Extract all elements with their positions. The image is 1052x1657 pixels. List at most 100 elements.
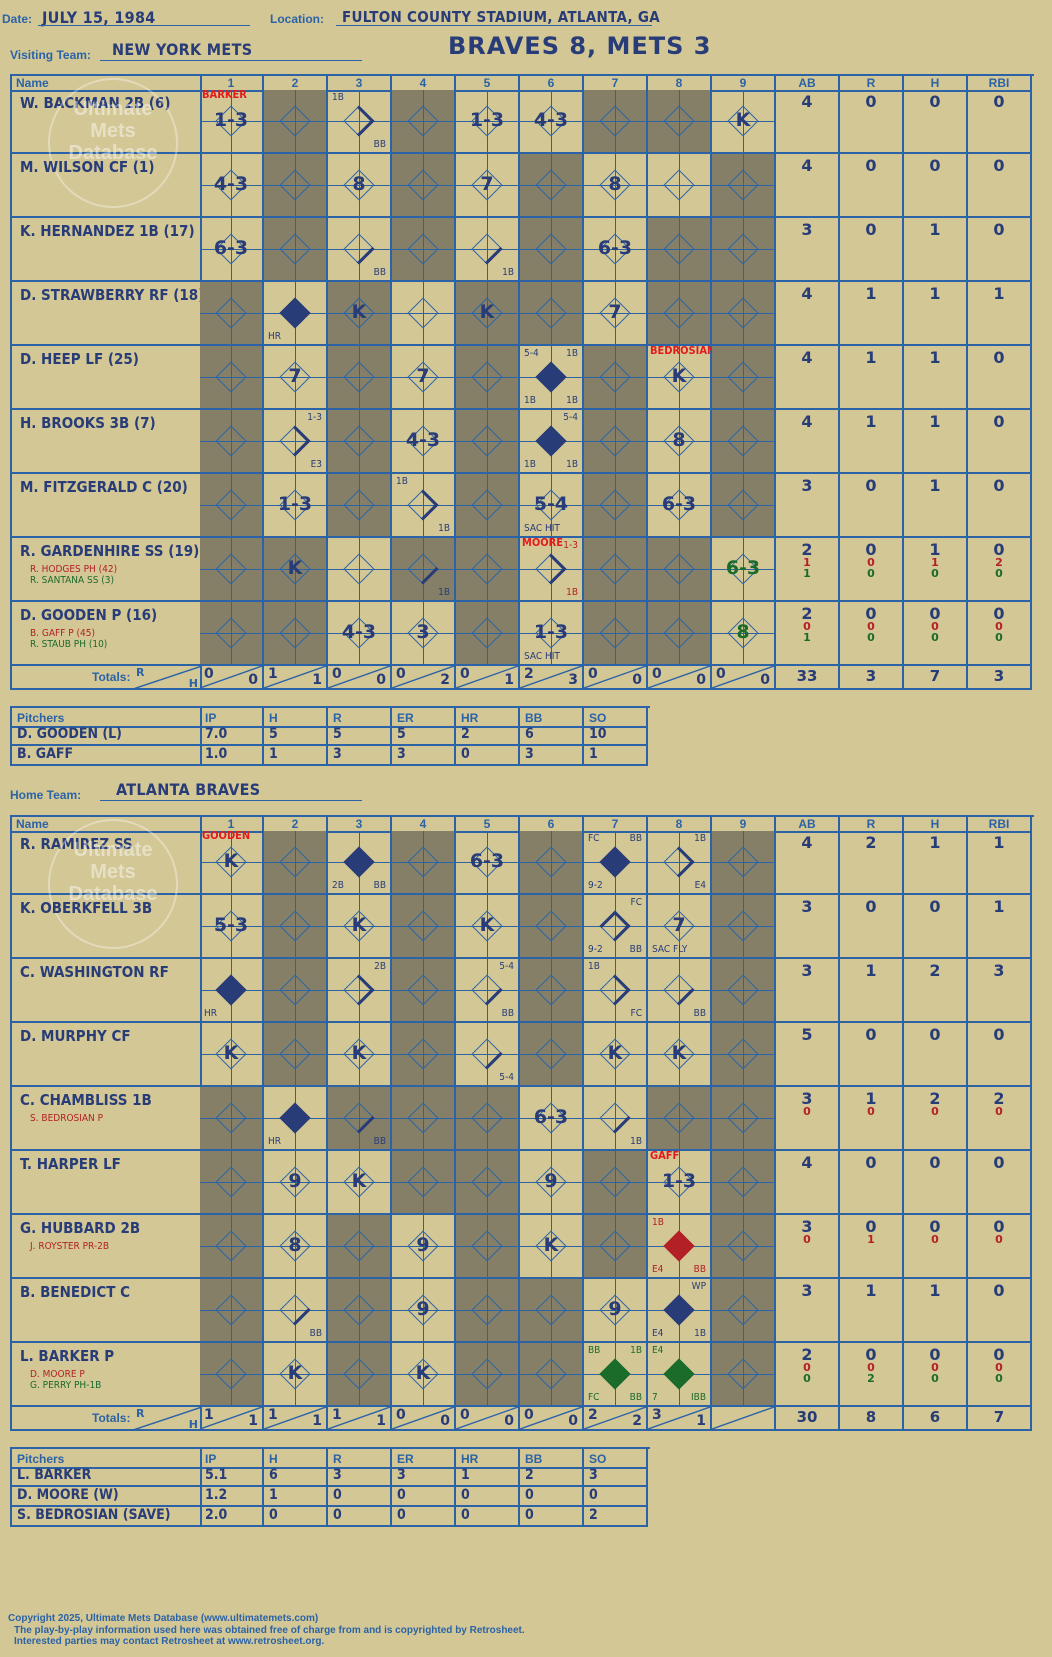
at-bat-cell [200,1087,264,1151]
total-rbi: 7 [968,1407,1032,1431]
pitching-stat: 5.1 [200,1467,264,1487]
at-bat-cell: 2B BB [328,831,392,895]
at-bat-cell: 1-3 BARKER [200,88,264,154]
inning-hits: 0 [760,672,770,688]
pitching-header: H [264,708,328,728]
basepath [663,974,695,1006]
pitching-change-note: GAFF [650,1149,680,1162]
stat-rbi: 0 [968,90,1032,154]
cell-vline [231,831,232,893]
stat-value: 0 [865,156,877,175]
at-bat-cell [520,895,584,959]
play-result: K [351,1042,367,1064]
cell-vline [679,474,680,536]
cell-vline [231,474,232,536]
inning-runs: 0 [204,666,214,682]
base-diamond [535,169,567,201]
cell-vline [615,1215,616,1277]
stat-r: 0 [840,474,904,538]
base-diamond [279,297,311,329]
stat-rbi: 0 [968,474,1032,538]
sub-stat-value: 1 [803,556,811,569]
inning-hits: 1 [248,1413,258,1429]
play-result: 7 [608,301,622,323]
stat-value: 0 [865,897,877,916]
stat-rbi: 0 [968,154,1032,218]
stat-h: 0 [904,1023,968,1087]
base-diamond [215,617,247,649]
at-bat-cell [200,282,264,346]
play-note: 1B [652,1217,664,1228]
base-diamond [215,489,247,521]
pitcher-name: L. BARKER [12,1467,202,1487]
play-note: FC [630,1008,642,1019]
inning-hits: 1 [312,672,322,688]
play-note: 1B [396,476,408,487]
inning-runs: 0 [588,666,598,682]
stat-value: 1 [865,348,877,367]
inning-runs: 0 [460,1407,470,1423]
play-note: 5-4 [563,412,578,423]
cell-vline [359,1087,360,1149]
inning-runs: 2 [588,1407,598,1423]
cell-vline [359,474,360,536]
inning-runs: 1 [332,1407,342,1423]
stat-ab: 4 [776,831,840,895]
at-bat-cell: K [712,90,776,154]
cell-vline [231,282,232,344]
play-note: E4 [652,1328,664,1339]
play-note: HR [204,1008,218,1019]
at-bat-cell: K [328,1023,392,1087]
stat-value: 0 [865,92,877,111]
cell-vline [743,895,744,957]
base-diamond [663,1102,695,1134]
base-diamond [215,974,247,1006]
base-diamond [471,1358,503,1390]
cell-vline [679,959,680,1021]
cell-vline [743,1151,744,1213]
base-diamond [279,617,311,649]
cell-vline [679,602,680,664]
base-diamond [471,1166,503,1198]
pitching-stat: 3 [520,746,584,766]
pitching-stat: 0 [520,1487,584,1507]
header-inning-6: 6 [520,76,584,92]
cell-vline [423,1215,424,1277]
play-result: 7 [672,914,686,936]
base-diamond [343,846,375,878]
pitching-header: IP [200,708,264,728]
cell-vline [423,1023,424,1085]
play-result: K [735,109,751,131]
base-diamond [535,297,567,329]
play-result: K [543,1234,559,1256]
base-diamond [727,169,759,201]
base-diamond [407,1038,439,1070]
substitute-name: G. PERRY PH-1B [30,1380,102,1391]
player-row: R. RAMIREZ SS Ultimate Mets Database [12,819,202,949]
at-bat-cell [712,1279,776,1343]
pitching-stat: 0 [584,1487,648,1507]
player-row: B. BENEDICT C [12,1279,202,1343]
at-bat-cell [328,474,392,538]
pitching-header: SO [584,708,648,728]
total-value: 33 [796,667,818,685]
play-note: BB [373,139,386,150]
play-note: E4 [652,1264,664,1275]
base-diamond [535,974,567,1006]
at-bat-cell [648,282,712,346]
player-row: K. OBERKFELL 3B [12,895,202,959]
play-note: BB [693,1264,706,1275]
cell-vline [359,1279,360,1341]
at-bat-cell: 9 [392,1215,456,1279]
rh-key-r: R [136,666,145,679]
inning-runs: 0 [332,666,342,682]
at-bat-cell: WP E4 1B [648,1279,712,1343]
play-note: BB [629,944,642,955]
pitching-stat: 3 [328,1467,392,1487]
stat-value: 1 [993,833,1005,852]
